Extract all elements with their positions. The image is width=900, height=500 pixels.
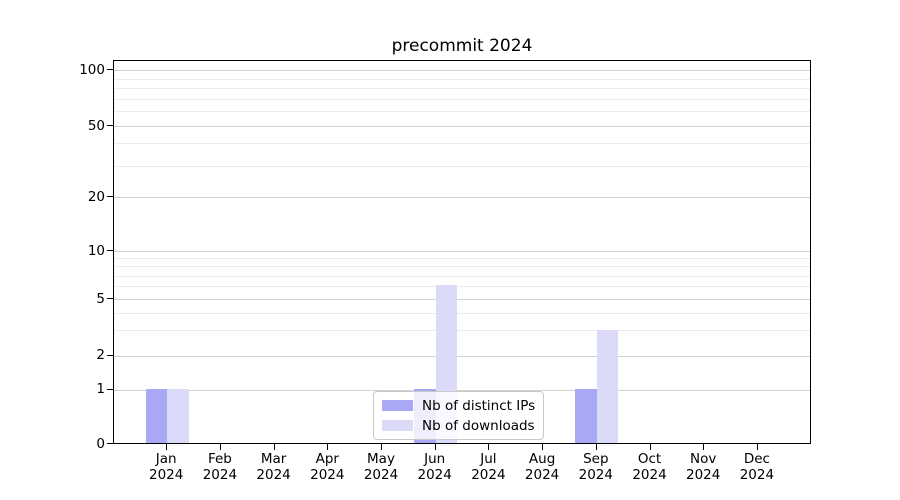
plot-area	[113, 60, 811, 444]
x-tick-label-jul: Jul 2024	[471, 451, 506, 483]
chart-title: precommit 2024	[391, 36, 533, 56]
y-tick-label: 2	[96, 347, 105, 363]
x-tick-label-sep: Sep 2024	[578, 451, 613, 483]
minor-gridline	[114, 165, 810, 167]
minor-gridline	[114, 312, 810, 314]
legend-label: Nb of distinct IPs	[422, 397, 536, 414]
y-tick-mark	[107, 388, 113, 390]
major-gridline	[114, 355, 810, 357]
x-tick-mark	[542, 444, 544, 450]
distinct-ips-swatch-icon	[382, 400, 413, 411]
bar-distinct-ips-jan	[145, 388, 168, 443]
major-gridline	[114, 197, 810, 198]
minor-gridline	[114, 275, 810, 277]
x-tick-label-apr: Apr 2024	[310, 451, 345, 483]
x-tick-mark	[219, 444, 221, 450]
x-tick-mark	[756, 444, 758, 450]
legend-label: Nb of downloads	[422, 417, 535, 434]
bar-downloads-jan	[167, 388, 189, 443]
x-tick-mark	[166, 444, 168, 450]
x-tick-mark	[488, 444, 490, 450]
x-tick-label-aug: Aug 2024	[524, 451, 560, 483]
x-tick-mark	[649, 444, 651, 450]
major-gridline	[114, 251, 810, 252]
minor-gridline	[114, 88, 810, 90]
minor-gridline	[114, 330, 810, 332]
x-tick-label-oct: Oct 2024	[632, 451, 667, 483]
y-tick-mark	[107, 443, 113, 444]
x-tick-mark	[434, 444, 436, 450]
y-tick-label: 20	[87, 188, 105, 205]
x-tick-label-jun: Jun 2024	[417, 451, 452, 483]
minor-gridline	[114, 286, 810, 288]
major-gridline	[114, 70, 810, 71]
y-tick-label: 5	[96, 290, 105, 307]
x-tick-mark	[273, 444, 275, 450]
major-gridline	[114, 299, 810, 300]
bar-downloads-sep	[596, 329, 619, 443]
y-tick-label: 0	[96, 435, 105, 452]
y-tick-mark	[107, 250, 113, 251]
y-tick-mark	[107, 298, 113, 299]
downloads-swatch-icon	[382, 420, 413, 431]
major-gridline	[114, 126, 810, 127]
legend-entry-downloads: Nb of downloads	[382, 417, 535, 434]
x-tick-mark	[381, 444, 382, 450]
x-tick-label-nov: Nov 2024	[686, 451, 721, 483]
major-gridline	[114, 389, 810, 391]
minor-gridline	[114, 78, 810, 80]
minor-gridline	[114, 98, 810, 100]
minor-gridline	[114, 258, 810, 260]
x-tick-label-may: May 2024	[363, 451, 399, 483]
legend: Nb of distinct IPs Nb of downloads	[373, 391, 545, 440]
x-tick-label-dec: Dec 2024	[739, 451, 775, 483]
x-tick-mark	[595, 444, 597, 450]
y-tick-label: 50	[87, 117, 105, 134]
x-tick-mark	[703, 444, 705, 450]
x-tick-label-mar: Mar 2024	[256, 451, 291, 483]
bar-distinct-ips-sep	[575, 388, 597, 443]
y-tick-label: 1	[96, 381, 105, 397]
x-tick-mark	[327, 444, 329, 450]
y-tick-mark	[107, 125, 113, 126]
y-tick-label: 100	[79, 61, 105, 78]
y-tick-mark	[107, 196, 113, 197]
minor-gridline	[114, 111, 810, 113]
minor-gridline	[114, 143, 810, 145]
x-tick-label-jan: Jan 2024	[149, 451, 184, 483]
legend-entry-distinct-ips: Nb of distinct IPs	[382, 397, 535, 414]
y-tick-mark	[107, 69, 113, 70]
y-tick-label: 10	[87, 242, 105, 259]
x-tick-label-feb: Feb 2024	[202, 451, 238, 483]
minor-gridline	[114, 266, 810, 268]
y-tick-mark	[107, 354, 113, 356]
